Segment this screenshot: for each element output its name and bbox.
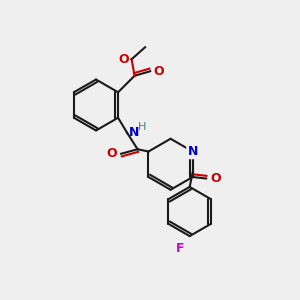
Text: O: O	[210, 172, 221, 185]
Text: N: N	[129, 126, 139, 139]
Text: H: H	[138, 122, 146, 132]
Text: O: O	[154, 65, 164, 78]
Text: F: F	[176, 242, 184, 254]
Text: O: O	[118, 53, 129, 66]
Text: O: O	[106, 147, 117, 160]
Text: N: N	[188, 145, 198, 158]
